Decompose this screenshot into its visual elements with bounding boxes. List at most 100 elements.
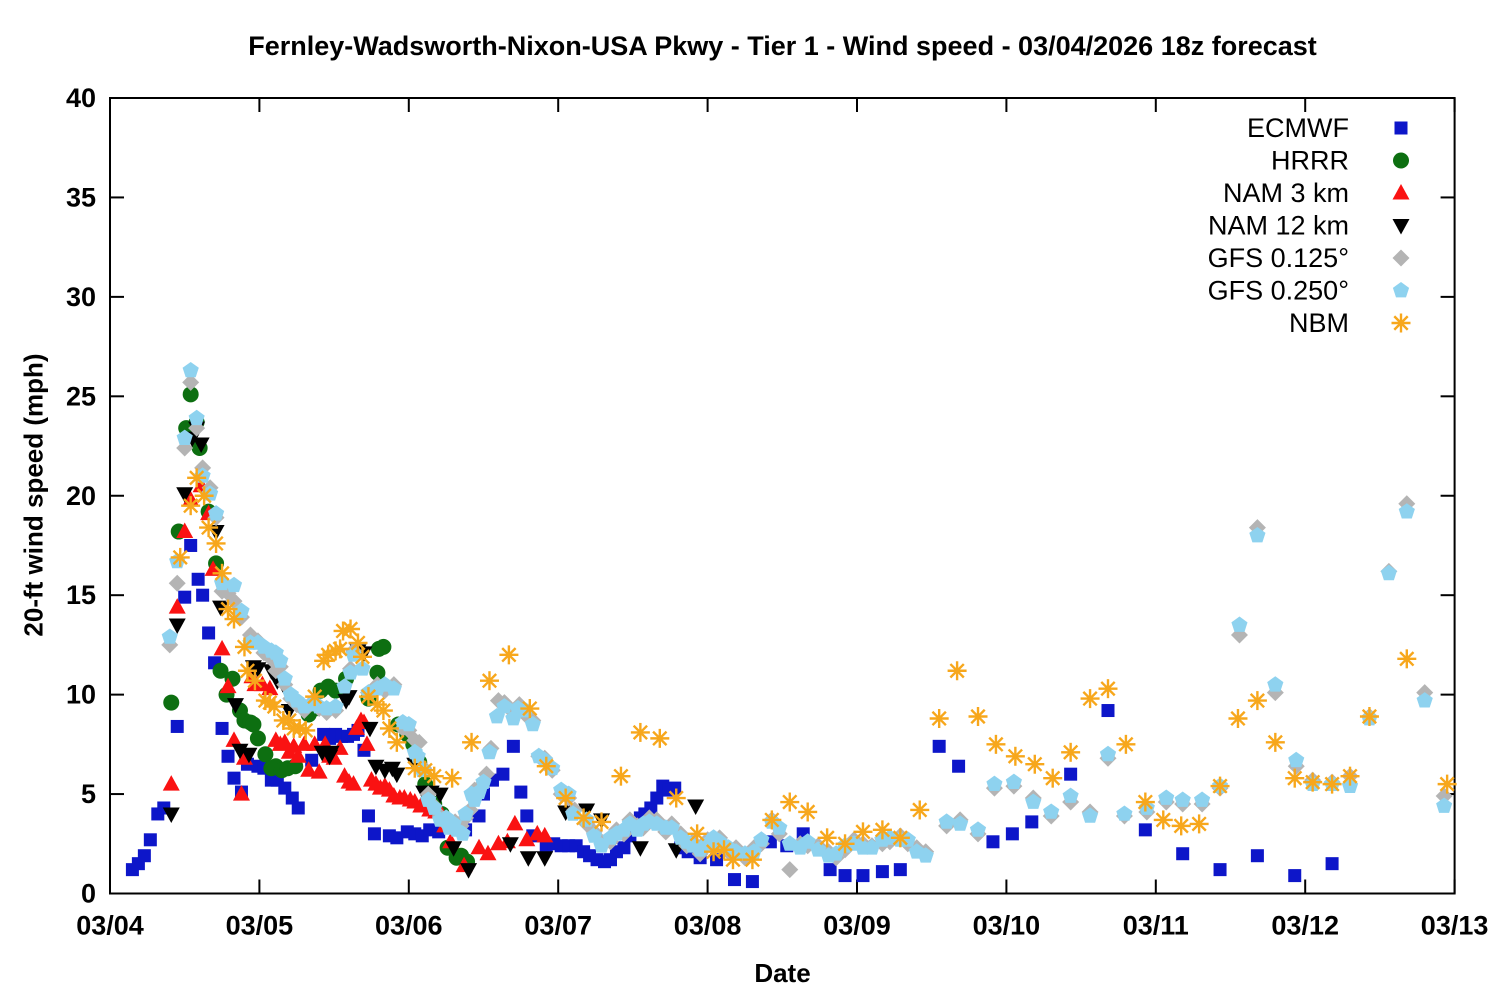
y-tick-label: 20 — [66, 481, 96, 511]
data-point-nam-3-km — [479, 844, 497, 861]
data-point-nbm — [194, 486, 214, 506]
data-point-nbm — [1153, 810, 1173, 830]
data-point-nbm — [1285, 768, 1305, 788]
data-point-nbm — [358, 687, 378, 707]
data-point-gfs-0-250 — [475, 773, 492, 789]
asterisk-ray — [1212, 778, 1228, 794]
data-point-nam-12-km — [687, 799, 705, 815]
data-point-nam-12-km — [192, 437, 210, 454]
data-point-ecmwf — [520, 809, 534, 823]
legend-marker-hrrr — [1393, 152, 1409, 169]
legend-label-nbm: NBM — [1289, 308, 1349, 338]
asterisk-ray — [189, 470, 205, 486]
data-point-ecmwf — [952, 759, 966, 773]
data-point-nam-3-km — [345, 775, 363, 791]
legend-marker-nam-12-km — [1392, 219, 1410, 235]
data-point-ecmwf — [361, 809, 375, 823]
asterisk-ray — [332, 641, 348, 657]
data-point-ecmwf — [291, 801, 305, 815]
data-point-nbm — [1043, 768, 1063, 788]
data-point-nbm — [1171, 816, 1191, 836]
asterisk-ray — [220, 601, 236, 617]
data-point-nbm — [218, 599, 238, 619]
data-point-nbm — [341, 619, 361, 639]
legend-item-gfs-0-250: GFS 0.250° — [1208, 276, 1410, 306]
data-point-nbm — [872, 820, 892, 840]
data-point-nbm — [479, 671, 499, 691]
data-point-nam-3-km — [204, 560, 222, 576]
data-point-nam-3-km — [536, 826, 554, 843]
data-point-gfs-0-250 — [1288, 751, 1305, 768]
data-point-nam-12-km — [519, 851, 537, 867]
data-point-gfs-0-250 — [1416, 692, 1433, 708]
data-point-ecmwf — [1325, 857, 1339, 871]
data-point-ecmwf — [137, 849, 151, 863]
data-point-nam-12-km — [631, 841, 649, 857]
data-point-nam-12-km — [578, 803, 596, 819]
asterisk-ray — [1082, 691, 1098, 707]
asterisk-ray — [1191, 816, 1207, 832]
data-point-nbm — [305, 687, 325, 707]
data-point-nam-12-km — [367, 759, 385, 776]
data-point-nbm — [929, 708, 949, 728]
data-point-nbm — [379, 718, 399, 738]
data-point-ecmwf — [227, 771, 241, 785]
asterisk-ray — [764, 812, 780, 828]
data-point-nbm — [187, 468, 207, 488]
asterisk-ray — [307, 689, 323, 705]
data-point-nam-3-km — [470, 838, 488, 855]
data-point-gfs-0-125 — [1435, 787, 1453, 805]
legend-item-nbm: NBM — [1289, 308, 1411, 338]
data-point-ecmwf — [1288, 869, 1302, 883]
data-point-nam-3-km — [358, 735, 376, 751]
data-point-gfs-0-250 — [586, 827, 603, 843]
asterisk-ray — [988, 736, 1004, 752]
asterisk-ray — [538, 758, 554, 774]
data-point-nbm — [1340, 766, 1360, 786]
asterisk-ray — [668, 790, 684, 806]
data-point-nam-12-km — [168, 618, 186, 635]
legend-label-ecmwf: ECMWF — [1247, 113, 1349, 143]
data-point-gfs-0-250 — [1005, 773, 1022, 789]
data-point-nbm — [592, 812, 612, 832]
data-point-nbm — [1061, 742, 1081, 762]
asterisk-ray — [558, 790, 574, 806]
data-point-nbm — [348, 633, 368, 653]
data-point-nbm — [1247, 691, 1267, 711]
asterisk-ray — [417, 762, 433, 778]
asterisk-ray — [855, 824, 871, 840]
asterisk-ray — [350, 635, 366, 651]
data-point-nbm — [687, 824, 707, 844]
asterisk-ray — [1155, 812, 1171, 828]
legend-item-gfs-0-125: GFS 0.125° — [1208, 243, 1410, 273]
asterisk-ray — [196, 488, 212, 504]
data-point-ecmwf — [178, 590, 192, 604]
y-tick-label: 40 — [66, 83, 96, 113]
asterisk-ray — [593, 814, 610, 830]
data-point-nam-12-km — [536, 851, 554, 867]
asterisk-ray — [481, 673, 498, 689]
data-point-nbm — [853, 822, 873, 842]
data-point-gfs-0-250 — [457, 805, 474, 821]
data-point-ecmwf — [1101, 704, 1115, 718]
data-point-nbm — [424, 766, 444, 786]
data-point-nbm — [556, 788, 576, 808]
asterisk-ray — [239, 663, 256, 679]
data-point-ecmwf — [496, 767, 510, 781]
x-tick-label: 03/04 — [76, 911, 144, 941]
asterisk-ray — [226, 611, 242, 627]
data-point-nbm — [264, 697, 284, 717]
data-point-gfs-0-250 — [1116, 805, 1133, 821]
data-point-nbm — [199, 518, 219, 538]
data-point-nbm — [1397, 649, 1417, 669]
data-point-ecmwf — [727, 873, 741, 887]
data-point-nbm — [1322, 774, 1342, 794]
data-point-nbm — [245, 671, 265, 691]
asterisk-ray — [689, 826, 705, 842]
asterisk-ray — [613, 768, 629, 784]
data-point-hrrr — [375, 638, 392, 655]
data-point-ecmwf — [215, 721, 229, 735]
data-point-nbm — [387, 732, 407, 752]
data-point-nam-12-km — [340, 690, 358, 706]
data-point-gfs-0-250 — [1025, 793, 1042, 809]
